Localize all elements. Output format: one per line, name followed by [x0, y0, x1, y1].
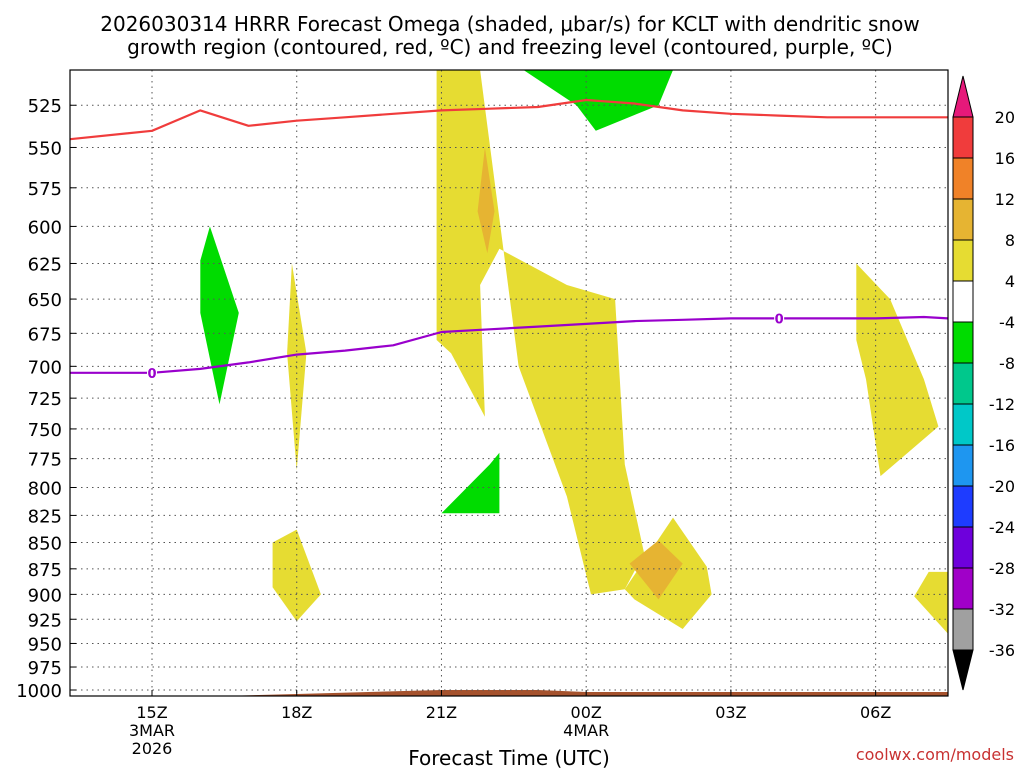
colorbar-bottom-arrow [952, 649, 974, 691]
y-tick-label-1000: 1000 [16, 681, 62, 702]
y-tick-label-600: 600 [28, 217, 62, 238]
colorbar-swatch-1 [952, 157, 974, 200]
colorbar-label-6: -8 [999, 354, 1015, 373]
plot-area: 00 [69, 69, 949, 697]
x-tick-label-18Z: 18Z [281, 703, 312, 722]
x-tick-date-15Z: 3MAR [129, 721, 175, 740]
terrain-fill [70, 690, 948, 696]
colorbar-swatch-0 [952, 116, 974, 159]
colorbar-swatch-8 [952, 444, 974, 487]
x-axis-label: Forecast Time (UTC) [408, 746, 610, 768]
y-tick-label-925: 925 [28, 610, 62, 631]
credit-text: coolwx.com/models [856, 745, 1014, 764]
colorbar: 20 16 12 8 4 -4 -8 -12 -16 -20 -24 -28 -32 -36 [952, 75, 1015, 691]
y-tick-label-800: 800 [28, 478, 62, 499]
y-tick-label-975: 975 [28, 658, 62, 679]
chart-title-line2: growth region (contoured, red, ºC) and f… [127, 35, 893, 59]
omega-region-6 [477, 147, 495, 254]
omega-region-5 [914, 571, 948, 634]
y-tick-label-900: 900 [28, 585, 62, 606]
colorbar-label-0: 20 [995, 108, 1015, 127]
chart-title-line1: 2026030314 HRRR Forecast Omega (shaded, … [100, 12, 919, 36]
freezing-level-line [70, 315, 948, 374]
x-tick-label-00Z: 00Z [571, 703, 602, 722]
colorbar-label-11: -28 [989, 559, 1015, 578]
omega-shading [70, 70, 948, 696]
colorbar-label-8: -16 [989, 436, 1015, 455]
plot-frame [69, 69, 949, 697]
colorbar-swatch-2 [952, 198, 974, 241]
x-tick-label-03Z: 03Z [715, 703, 746, 722]
y-tick-label-775: 775 [28, 450, 62, 471]
colorbar-label-7: -12 [989, 395, 1015, 414]
y-tick-label-950: 950 [28, 634, 62, 655]
colorbar-swatch-3 [952, 239, 974, 282]
omega-region-0 [436, 70, 645, 595]
freezing-label-0: 0 [147, 367, 156, 382]
omega-region-8 [200, 226, 239, 405]
y-tick-label-550: 550 [28, 138, 62, 159]
colorbar-swatch-4 [952, 280, 974, 323]
y-axis: 525 550 575 600 625 650 675 700 725 750 775 800 825 8… [16, 96, 76, 702]
colorbar-swatch-5 [952, 321, 974, 364]
y-tick-label-850: 850 [28, 534, 62, 555]
y-tick-label-525: 525 [28, 96, 62, 117]
colorbar-label-12: -32 [989, 600, 1015, 619]
omega-region-4 [856, 263, 939, 477]
colorbar-label-2: 12 [995, 190, 1015, 209]
omega-region-7 [629, 540, 683, 600]
freezing-label-1: 0 [775, 312, 784, 327]
omega-region-2 [287, 263, 307, 471]
x-tick-year-15Z: 2026 [132, 739, 173, 758]
freezing-label-bg-0 [147, 364, 158, 380]
x-tick-label-21Z: 21Z [426, 703, 457, 722]
x-tick-label-15Z: 15Z [136, 703, 167, 722]
y-tick-label-625: 625 [28, 254, 62, 275]
y-tick-label-675: 675 [28, 324, 62, 345]
colorbar-swatch-11 [952, 567, 974, 610]
colorbar-label-4: 4 [1005, 272, 1015, 291]
colorbar-swatch-7 [952, 403, 974, 446]
y-tick-label-750: 750 [28, 420, 62, 441]
colorbar-swatch-6 [952, 362, 974, 405]
x-tick-label-06Z: 06Z [860, 703, 891, 722]
colorbar-label-5: -4 [999, 313, 1015, 332]
colorbar-label-13: -36 [989, 641, 1015, 660]
dgz-contour-line [70, 98, 948, 141]
y-tick-label-650: 650 [28, 290, 62, 311]
colorbar-label-10: -24 [989, 518, 1015, 537]
colorbar-top-arrow [952, 75, 974, 118]
y-tick-label-575: 575 [28, 179, 62, 200]
freezing-label-bg-1 [774, 310, 785, 326]
y-tick-label-725: 725 [28, 389, 62, 410]
colorbar-label-3: 8 [1005, 231, 1015, 250]
contour-lines: 00 [70, 98, 948, 382]
colorbar-swatch-12 [952, 608, 974, 651]
omega-region-9 [441, 452, 500, 514]
x-tick-date-00Z: 4MAR [563, 721, 609, 740]
y-tick-label-825: 825 [28, 506, 62, 527]
colorbar-swatch-9 [952, 485, 974, 528]
y-tick-label-700: 700 [28, 357, 62, 378]
colorbar-swatch-10 [952, 526, 974, 569]
colorbar-label-9: -20 [989, 477, 1015, 496]
grid-lines [70, 70, 948, 696]
colorbar-label-1: 16 [995, 149, 1015, 168]
omega-region-3 [272, 529, 321, 622]
y-tick-label-875: 875 [28, 560, 62, 581]
